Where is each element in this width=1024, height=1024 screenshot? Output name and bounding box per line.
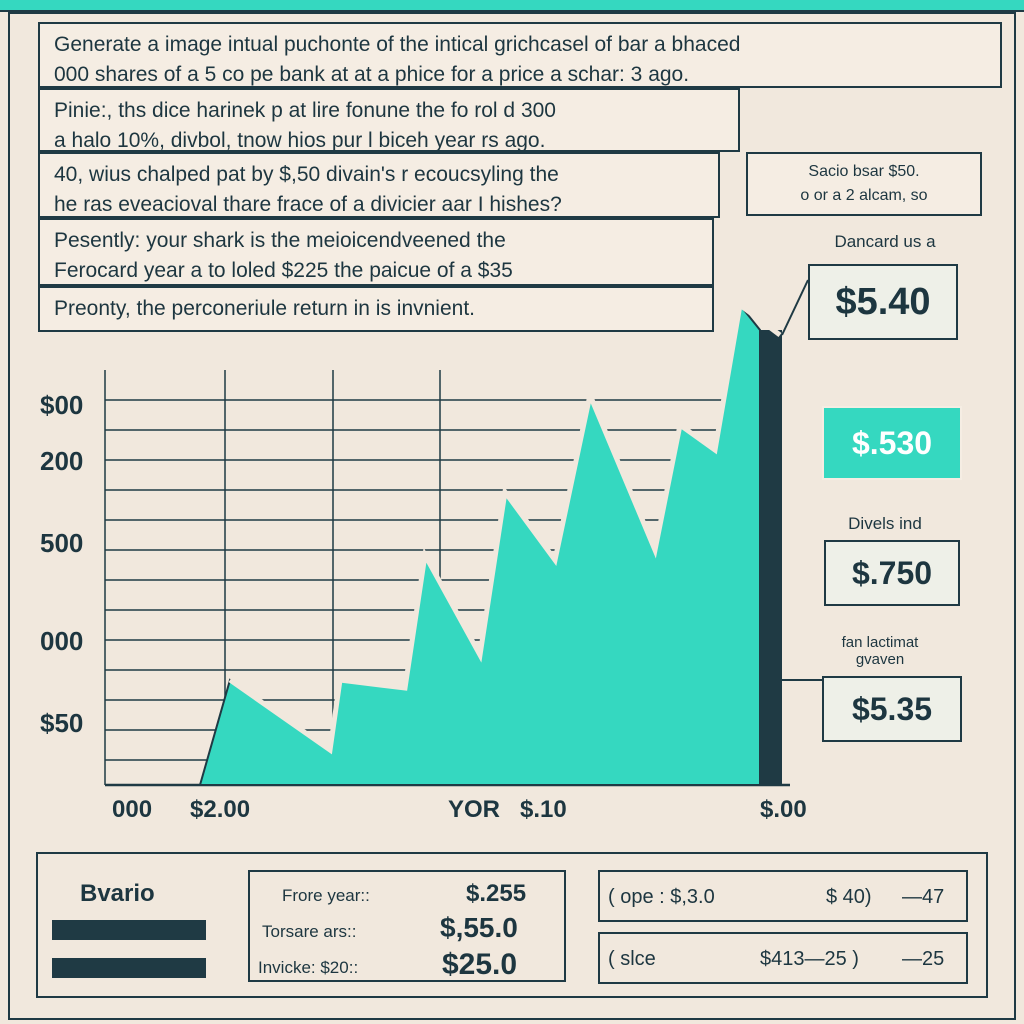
summary-value: $,55.0 bbox=[440, 912, 518, 943]
panel-value: $.750 bbox=[824, 540, 960, 606]
y-label: 500 bbox=[40, 528, 84, 558]
panel-label: Dancard us a bbox=[834, 232, 936, 251]
text-box: Pinie:, ths dice harinek p at lire fonun… bbox=[38, 88, 740, 152]
summary-box bbox=[248, 870, 566, 982]
line: 000 shares of a 5 co pe bank at at a phi… bbox=[54, 63, 690, 86]
summary-label: Torsare ars:: bbox=[262, 922, 357, 941]
panel-label: fan lactimat gvaven bbox=[841, 634, 919, 668]
line: he ras eveacioval thare frace of a divic… bbox=[54, 193, 562, 216]
line: a halo 10%, divbol, tnow hios pur l bice… bbox=[54, 129, 546, 152]
row-text: ( ope : $,3.0 bbox=[608, 886, 715, 908]
panel-value: $.530 bbox=[822, 406, 962, 480]
top-bar bbox=[0, 0, 1024, 12]
summary-value: $25.0 bbox=[442, 948, 518, 981]
x-label: YOR bbox=[448, 796, 501, 823]
panel-label: Divels ind bbox=[848, 514, 922, 533]
panel-value: $5.35 bbox=[822, 676, 962, 742]
area-ridge bbox=[228, 300, 782, 755]
row-text: —25 bbox=[902, 948, 945, 970]
y-label: $50 bbox=[40, 708, 84, 738]
y-label: 000 bbox=[40, 626, 84, 656]
x-label: 000 bbox=[112, 796, 153, 823]
y-label: 200 bbox=[40, 446, 84, 476]
line: Generate a image intual puchonte of the … bbox=[54, 33, 741, 56]
row-box bbox=[598, 932, 968, 984]
text-box: 40, wius chalped pat by $,50 divain's r … bbox=[38, 152, 720, 218]
line: Pinie:, ths dice harinek p at lire fonun… bbox=[54, 99, 556, 122]
summary-label: Invicke: $20:: bbox=[258, 958, 359, 977]
row-text: ( slce bbox=[608, 948, 656, 970]
text-box: Generate a image intual puchonte of the … bbox=[38, 22, 1002, 88]
connector bbox=[781, 279, 809, 336]
text-box: Preonty, the perconeriule return in is i… bbox=[38, 286, 714, 332]
x-label: $2.00 bbox=[190, 796, 251, 823]
frame bbox=[8, 12, 1016, 1020]
line: Sacio bsar $50. bbox=[808, 163, 920, 180]
legend-title: Bvario bbox=[80, 880, 155, 907]
row-text: —47 bbox=[902, 886, 945, 908]
x-label: $.10 bbox=[520, 796, 567, 823]
legend-swatch bbox=[52, 958, 206, 978]
y-label: $00 bbox=[40, 390, 84, 420]
row-text: $413—25 ) bbox=[760, 948, 859, 970]
line: Ferocard year a to loled $225 the paicue… bbox=[54, 259, 513, 282]
summary-value: $.255 bbox=[466, 880, 527, 907]
row-text: $ 40) bbox=[826, 886, 872, 908]
callout: Sacio bsar $50. o or a 2 alcam, so bbox=[746, 152, 982, 216]
row-box bbox=[598, 870, 968, 922]
text-box: Pesently: your shark is the meioicendvee… bbox=[38, 218, 714, 286]
line: Preonty, the perconeriule return in is i… bbox=[54, 297, 476, 320]
line: Pesently: your shark is the meioicendvee… bbox=[54, 229, 506, 252]
line: o or a 2 alcam, so bbox=[800, 187, 928, 204]
panel-value: $5.40 bbox=[808, 264, 958, 340]
legend-swatch bbox=[52, 920, 206, 940]
area bbox=[198, 302, 761, 786]
summary-label: Frore year:: bbox=[282, 886, 370, 905]
line: 40, wius chalped pat by $,50 divain's r … bbox=[54, 163, 559, 186]
footer bbox=[36, 852, 988, 998]
x-label: $.00 bbox=[760, 796, 807, 823]
